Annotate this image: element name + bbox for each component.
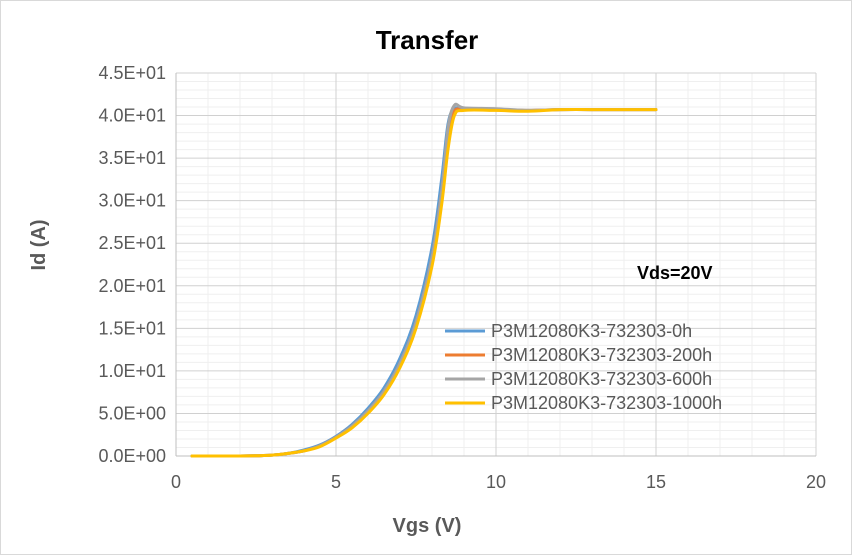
- y-tick-label: 4.0E+01: [98, 106, 166, 126]
- y-tick-label: 0.0E+00: [98, 446, 166, 466]
- legend-label: P3M12080K3-732303-1000h: [491, 393, 722, 413]
- y-tick-label: 5.0E+00: [98, 403, 166, 423]
- y-tick-label: 1.5E+01: [98, 318, 166, 338]
- y-axis-title: Id (A): [28, 219, 50, 270]
- legend-label: P3M12080K3-732303-0h: [491, 321, 692, 341]
- series-line-3: [190, 107, 658, 458]
- x-tick-label: 0: [171, 472, 181, 492]
- series-layer: [190, 102, 658, 458]
- y-tick-label: 3.5E+01: [98, 148, 166, 168]
- legend: P3M12080K3-732303-0h P3M12080K3-732303-20…: [445, 321, 722, 413]
- axis-layer: [175, 73, 816, 457]
- legend-label: P3M12080K3-732303-200h: [491, 345, 712, 365]
- chart-title: Transfer: [376, 25, 479, 55]
- y-tick-label: 3.0E+01: [98, 191, 166, 211]
- y-tick-label: 4.5E+01: [98, 63, 166, 83]
- y-tick-label: 1.0E+01: [98, 361, 166, 381]
- y-tick-label: 2.5E+01: [98, 233, 166, 253]
- grid-layer: [175, 72, 817, 457]
- x-tick-label: 15: [646, 472, 666, 492]
- x-axis-title: Vgs (V): [393, 515, 462, 537]
- x-tick-label: 20: [806, 472, 826, 492]
- x-tick-label: 10: [486, 472, 506, 492]
- x-tick-label: 5: [331, 472, 341, 492]
- legend-label: P3M12080K3-732303-600h: [491, 369, 712, 389]
- y-tick-label: 2.0E+01: [98, 276, 166, 296]
- label-layer: 0 5 10 15 20 0.0E+00 5.0E+00 1.0E+01 1.5E+01 2.0E…: [98, 63, 826, 492]
- vds-annotation: Vds=20V: [637, 263, 713, 283]
